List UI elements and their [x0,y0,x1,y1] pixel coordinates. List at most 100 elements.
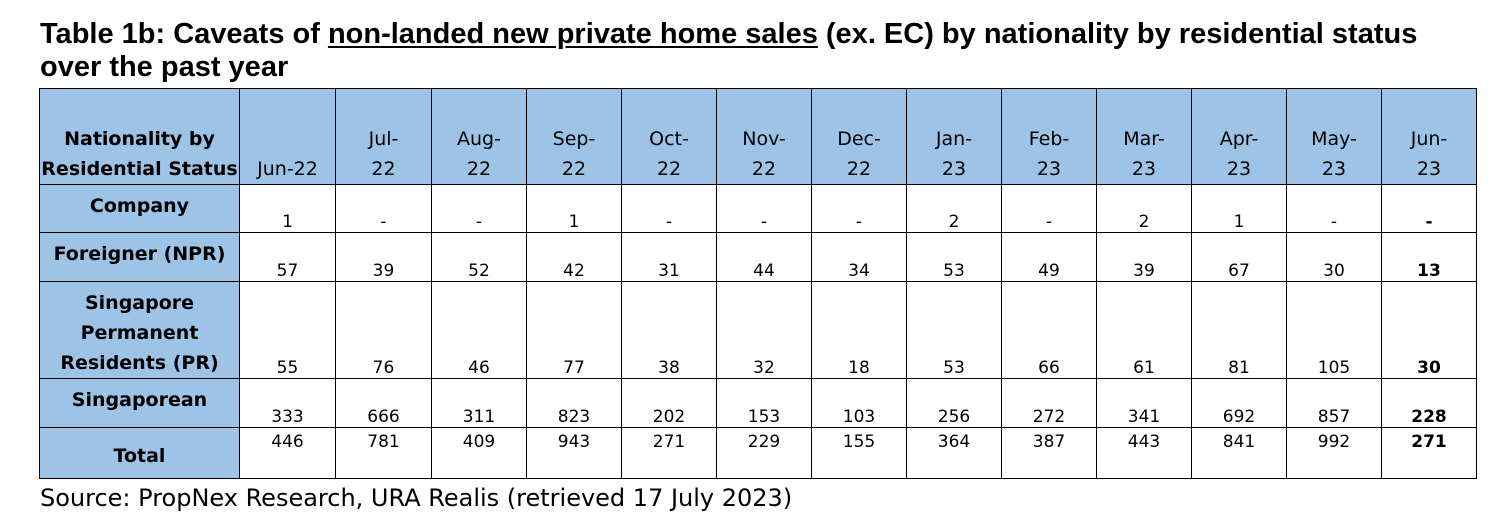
table-cell: - [1381,184,1477,233]
month-header: Dec- 22 [811,88,907,185]
table-cell: 44 [716,232,812,282]
row-label: Singapore Permanent Residents (PR) [39,281,240,379]
month-header: Aug- 22 [431,88,527,185]
table-row: Total 446 781 409 943 271 229 155 364 387 443 841 99… [39,427,1477,479]
header-row: Nationality by Residential Status Jun-22… [39,88,1477,185]
caveats-table: Nationality by Residential Status Jun-22… [39,88,1477,479]
month-header: May- 23 [1286,88,1382,185]
table-cell: 1 [239,184,336,233]
month-header: Jun- 23 [1381,88,1477,185]
table-cell: 155 [811,427,907,479]
month-header-part: 23 [1321,158,1347,180]
table-cell: 666 [335,378,432,428]
table-cell: 81 [1191,281,1287,379]
month-header-text: Oct- 22 [649,128,689,180]
month-header-text: Dec- 22 [837,128,881,180]
table-cell: 841 [1191,427,1287,479]
month-header-part: 22 [751,158,777,180]
month-header-text: May- 23 [1311,128,1357,180]
table-cell: - [1286,184,1382,233]
table-cell: 992 [1286,427,1382,479]
table-cell: - [621,184,717,233]
table-cell: 202 [621,378,717,428]
table-cell: 271 [621,427,717,479]
month-header-part: 22 [846,158,872,180]
table-row: Foreigner (NPR) 57 39 52 42 31 44 34 53 49 39 67 30 1… [39,232,1477,282]
month-header-part: Dec- [837,128,881,150]
table-cell: 76 [335,281,432,379]
table-cell: 446 [239,427,336,479]
table-cell: 311 [431,378,527,428]
table-cell: - [716,184,812,233]
table-cell: 13 [1381,232,1477,282]
table-cell: 38 [621,281,717,379]
table-cell: 409 [431,427,527,479]
table-cell: - [811,184,907,233]
table-cell: 2 [1096,184,1192,233]
title-suffix: (ex. EC) by nationality by residential s… [40,18,1418,83]
month-header: Feb- 23 [1001,88,1097,185]
table-cell: 387 [1001,427,1097,479]
month-header-part: 23 [1416,158,1442,180]
row-label: Singaporean [39,378,240,428]
row-label: Company [39,184,240,233]
table-cell: - [335,184,432,233]
table-cell: 52 [431,232,527,282]
table-cell: 31 [621,232,717,282]
table-cell: 1 [1191,184,1287,233]
table-cell: 30 [1286,232,1382,282]
month-header-part: 23 [1131,158,1157,180]
table-cell: 103 [811,378,907,428]
table-cell: 61 [1096,281,1192,379]
table-cell: 34 [811,232,907,282]
table-cell: - [431,184,527,233]
month-header-part: Oct- [649,128,689,150]
table-title: Table 1b: Caveats of non-landed new priv… [40,18,1480,84]
month-header: Apr- 23 [1191,88,1287,185]
table-cell: 228 [1381,378,1477,428]
month-header-text: Nov- 22 [742,128,785,180]
table-cell: 66 [1001,281,1097,379]
source-note: Source: PropNex Research, URA Realis (re… [40,484,793,512]
table-cell: 271 [1381,427,1477,479]
table-cell: 692 [1191,378,1287,428]
month-header-part: Feb- [1028,128,1070,150]
month-header-part: 22 [561,158,587,180]
month-header-text: Sep- 22 [553,128,596,180]
month-header-text: Aug- 22 [457,128,501,180]
month-header-text: Jan- 23 [936,128,972,180]
table-cell: 32 [716,281,812,379]
month-header-part: Mar- [1123,128,1165,150]
table-cell: 53 [906,232,1002,282]
table-cell: 153 [716,378,812,428]
month-header-part: 23 [1036,158,1062,180]
month-header: Jun-22 [239,88,336,185]
table-cell: 1 [526,184,622,233]
table-cell: 443 [1096,427,1192,479]
month-header-part: Jul- [368,128,399,150]
table-cell: 55 [239,281,336,379]
month-header: Jan- 23 [906,88,1002,185]
table-cell: 46 [431,281,527,379]
table-cell: 57 [239,232,336,282]
month-header-part: 23 [1226,158,1252,180]
month-header-part: Nov- [742,128,786,150]
corner-header: Nationality by Residential Status [39,88,240,185]
table-cell: - [1001,184,1097,233]
table-cell: 256 [906,378,1002,428]
table-cell: 781 [335,427,432,479]
table-cell: 77 [526,281,622,379]
table-row: Singapore Permanent Residents (PR) 55 76 46… [39,281,1477,379]
month-header-text: Jul- 22 [369,128,399,180]
month-header-part: Jun- [1410,128,1448,150]
table-cell: 39 [335,232,432,282]
table-cell: 2 [906,184,1002,233]
month-header: Oct- 22 [621,88,717,185]
month-header: Sep- 22 [526,88,622,185]
month-header-text: Mar- 23 [1123,128,1165,180]
table-cell: 39 [1096,232,1192,282]
table-cell: 53 [906,281,1002,379]
month-header-text: Apr- 23 [1220,128,1259,180]
month-header: Nov- 22 [716,88,812,185]
table-cell: 67 [1191,232,1287,282]
